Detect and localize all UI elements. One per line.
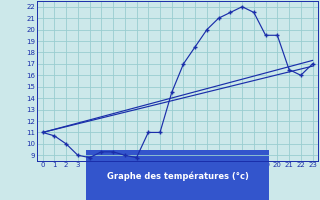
X-axis label: Graphe des températures (°c): Graphe des températures (°c): [107, 171, 249, 181]
